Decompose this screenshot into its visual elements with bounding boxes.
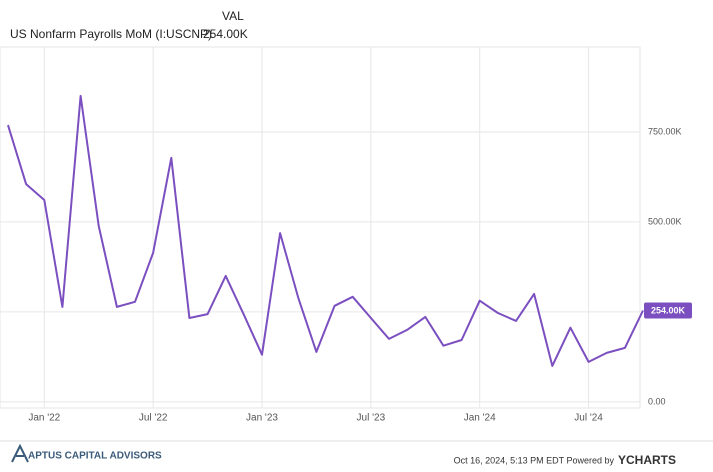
y-tick-label: 500.00K — [648, 216, 682, 226]
chart-title: US Nonfarm Payrolls MoM (I:USCNP) — [10, 27, 212, 41]
current-value-tag — [644, 302, 692, 319]
header-value: 254.00K — [203, 27, 248, 41]
y-tick-label: 0.00 — [648, 396, 666, 406]
x-tick-label: Jul '23 — [357, 413, 386, 424]
y-tick-label: 750.00K — [648, 126, 682, 136]
provider: YCHARTS — [618, 453, 676, 467]
brand: APTUS CAPITAL ADVISORS — [28, 451, 162, 462]
brand-logo — [11, 443, 29, 463]
x-tick-label: Jan '22 — [28, 413, 60, 424]
x-tick-label: Jan '23 — [246, 413, 278, 424]
x-tick-label: Jul '22 — [139, 413, 168, 424]
current-value-label: 254.00K — [651, 305, 686, 315]
x-tick-label: Jul '24 — [574, 413, 603, 424]
timestamp: Oct 16, 2024, 5:13 PM EDT Powered by — [454, 455, 615, 465]
value-header: VAL — [222, 9, 244, 23]
x-tick-label: Jan '24 — [464, 413, 496, 424]
plot-area — [0, 46, 641, 409]
line-series — [7, 94, 644, 367]
